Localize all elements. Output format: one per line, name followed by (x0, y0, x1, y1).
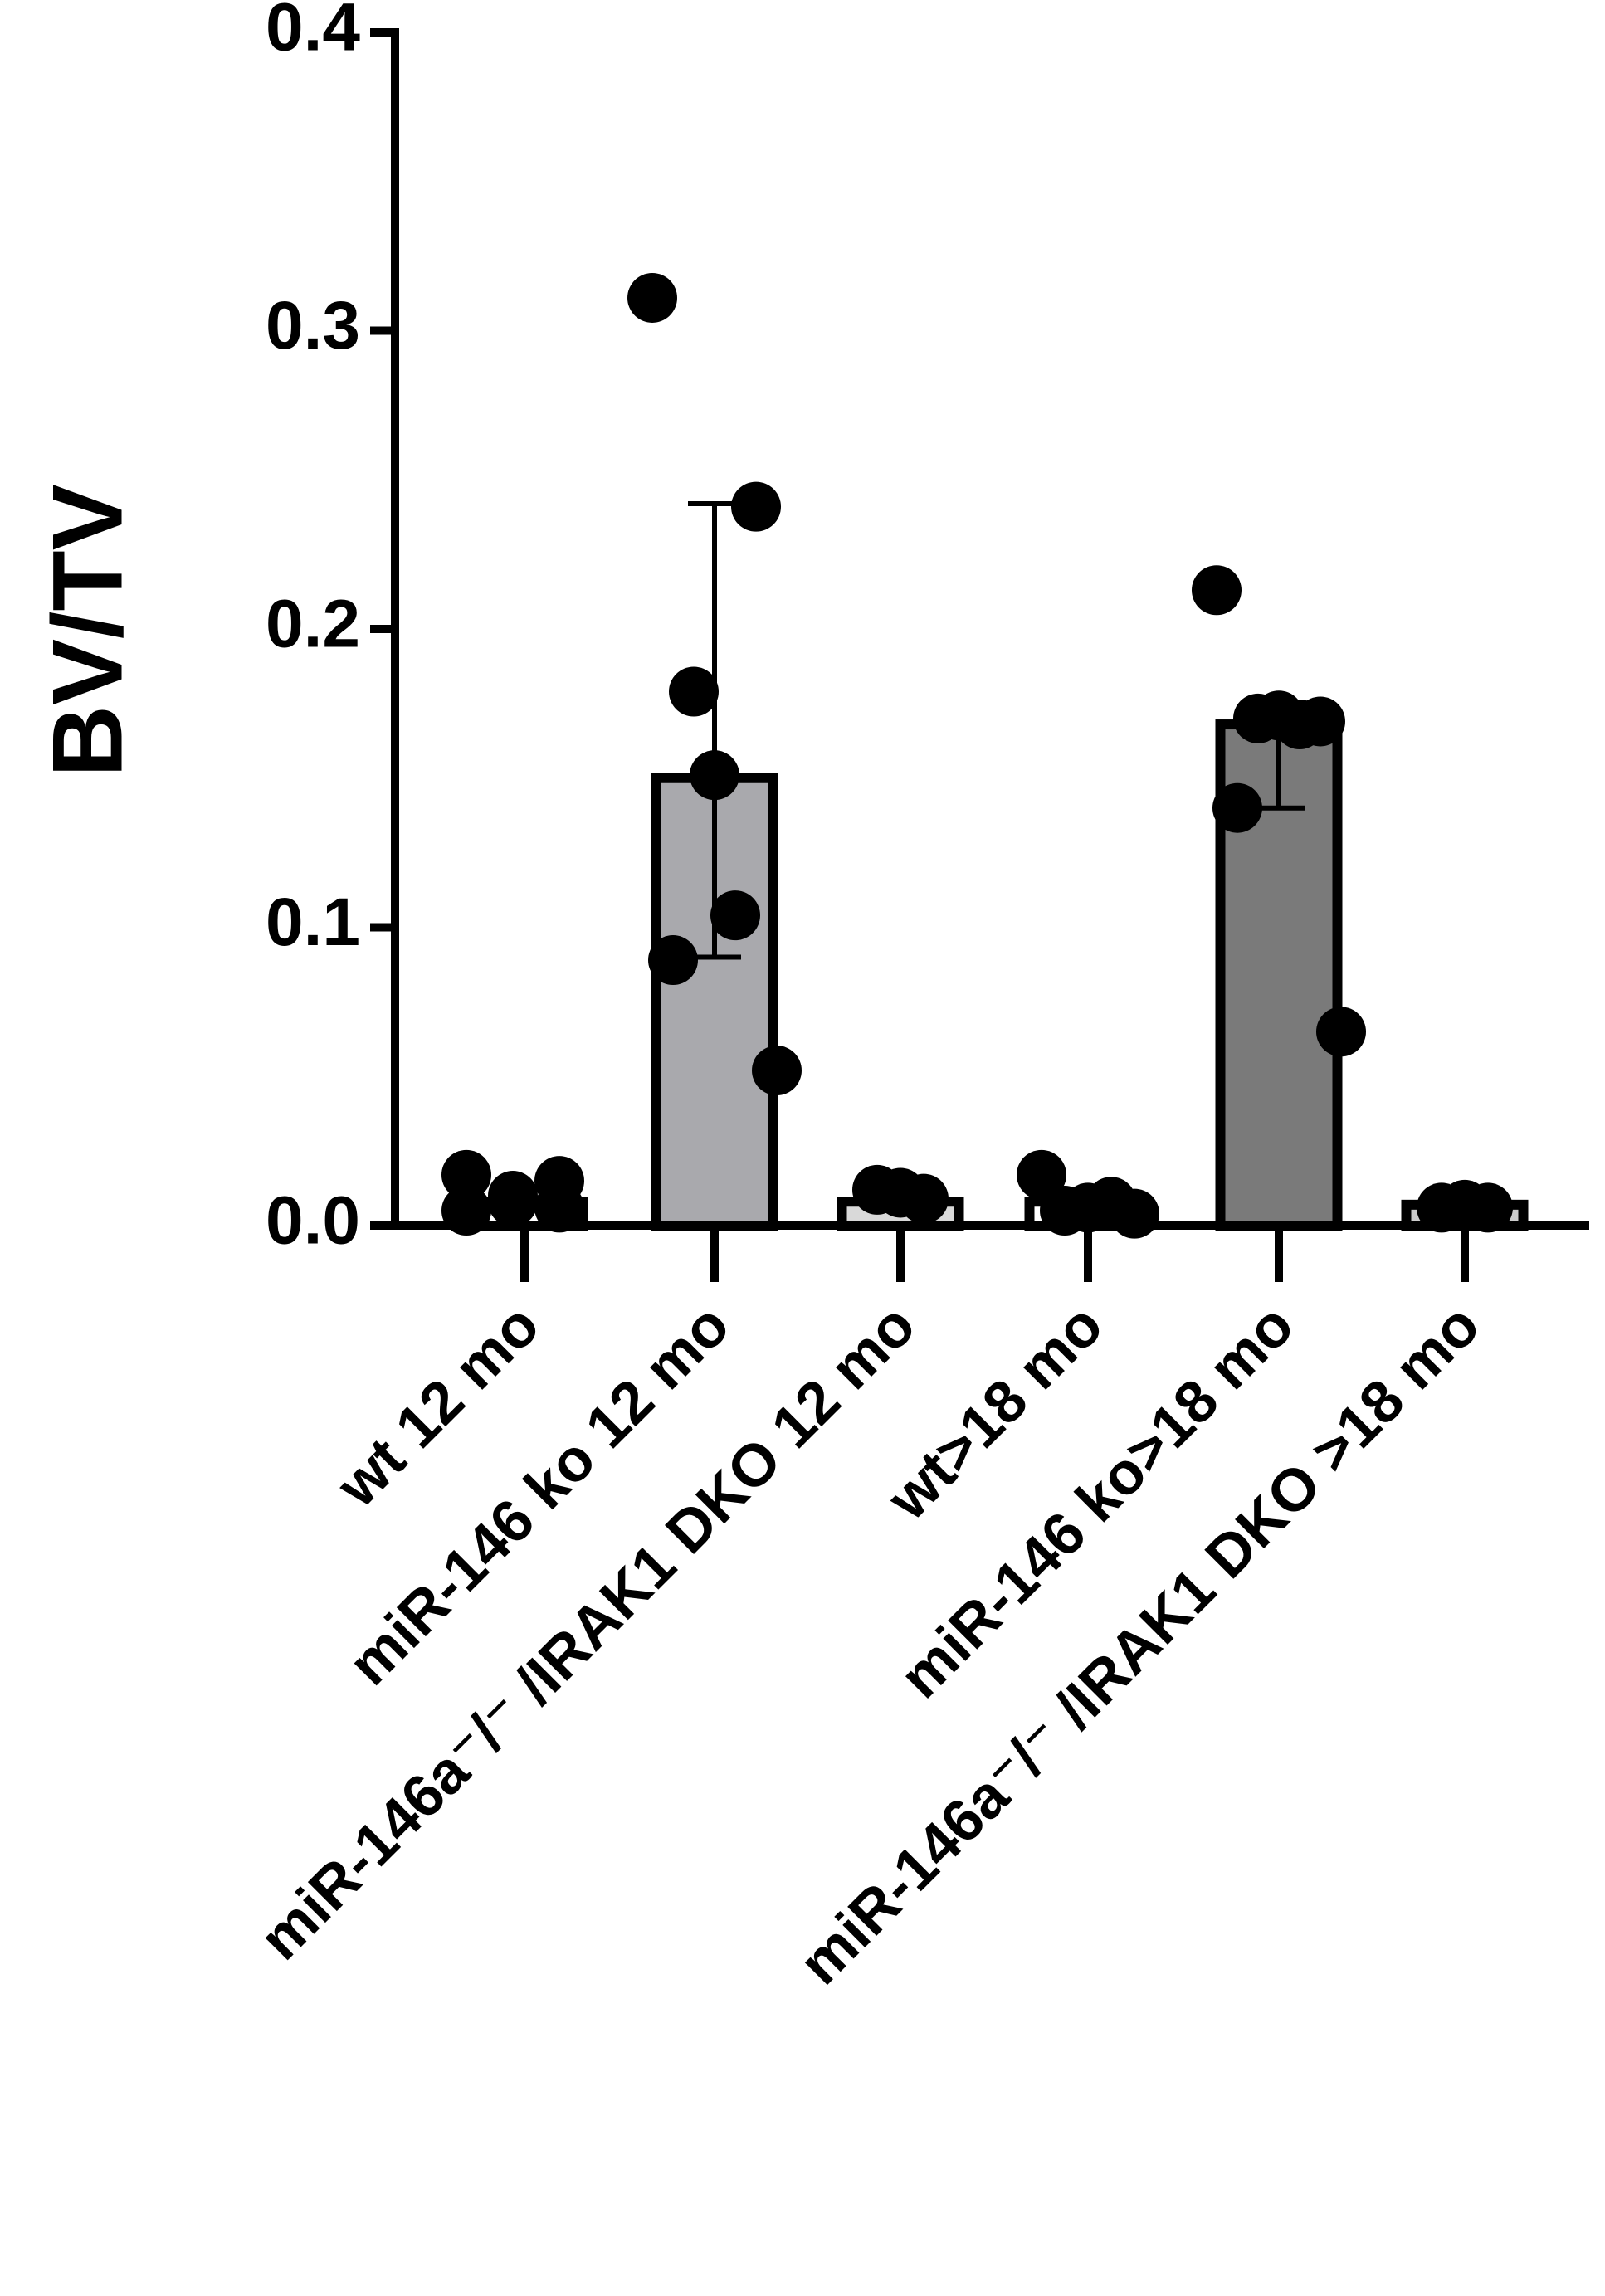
y-axis-label: BV/TV (32, 484, 144, 777)
data-point (669, 666, 719, 717)
data-point (1316, 1007, 1366, 1057)
y-tick-label: 0.4 (266, 0, 360, 66)
data-point (690, 750, 739, 801)
data-point (1212, 782, 1262, 833)
data-point (752, 1046, 802, 1096)
data-point (1275, 700, 1324, 750)
data-point (1463, 1182, 1513, 1233)
y-tick-label: 0.0 (266, 1183, 360, 1259)
data-point (534, 1182, 584, 1233)
x-tick-label: miR-146a⁻/⁻ /IRAK1 DKO >18 mo (787, 1292, 1492, 1997)
data-point (488, 1177, 538, 1227)
data-point (710, 890, 760, 941)
data-point (1017, 1149, 1066, 1200)
data-point (731, 481, 781, 532)
data-point (648, 935, 698, 986)
data-point (627, 272, 677, 323)
data-point (441, 1149, 491, 1200)
data-point (1110, 1188, 1159, 1239)
data-point (899, 1173, 949, 1224)
x-tick-label: miR-146a⁻/⁻ /IRAK1 DKO 12 mo (247, 1292, 928, 1972)
data-point (1192, 565, 1242, 616)
y-tick-label: 0.2 (266, 587, 360, 662)
y-tick-label: 0.1 (266, 885, 360, 960)
y-tick-label: 0.3 (266, 288, 360, 363)
